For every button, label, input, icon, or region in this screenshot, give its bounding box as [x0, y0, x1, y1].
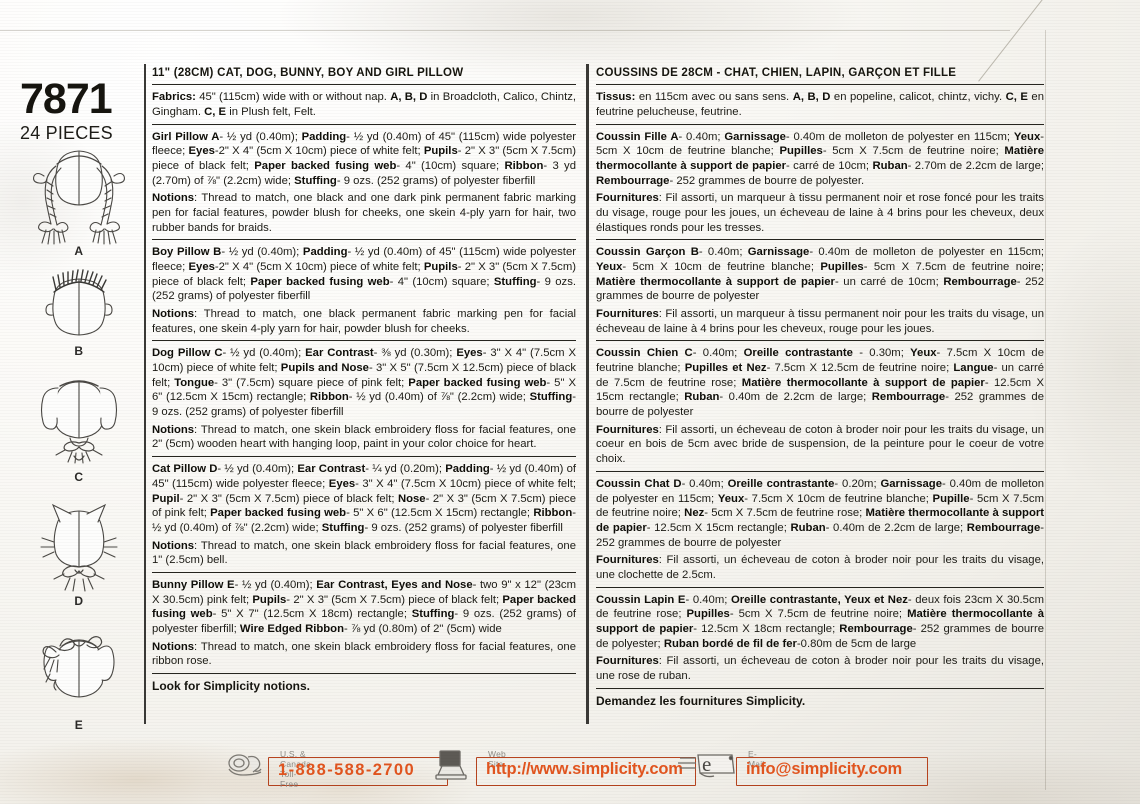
- rule: [152, 84, 576, 86]
- view-label-b: B: [74, 344, 84, 358]
- dog-pillow-drawing: [40, 380, 118, 464]
- english-materials-a: Girl Pillow A- ½ yd (0.40m); Padding- ½ …: [152, 130, 576, 187]
- phone-number[interactable]: 1-888-588-2700: [278, 761, 416, 779]
- rule: [596, 239, 1044, 241]
- english-section-d: Cat Pillow D- ½ yd (0.40m); Ear Contrast…: [152, 462, 576, 568]
- french-section-e: Coussin Lapin E- 0.40m; Oreille contrast…: [596, 593, 1044, 684]
- english-section-e: Bunny Pillow E- ½ yd (0.40m); Ear Contra…: [152, 578, 576, 669]
- main-content: 7871 24 PIECES: [0, 60, 1140, 740]
- view-illustration-e: E: [18, 624, 140, 732]
- english-footnote: Look for Simplicity notions.: [152, 678, 311, 693]
- rule: [596, 84, 1044, 86]
- column-divider-left: [144, 64, 146, 724]
- french-materials-b: Coussin Garçon B- 0.40m; Garnissage- 0.4…: [596, 246, 1044, 303]
- english-column: 11" (28CM) CAT, DOG, BUNNY, BOY AND GIRL…: [152, 66, 576, 693]
- french-section-a: Coussin Fille A- 0.40m; Garnissage- 0.40…: [596, 130, 1044, 236]
- english-materials-b: Boy Pillow B- ½ yd (0.40m); Padding- ½ y…: [152, 246, 576, 303]
- french-notions-e: Fournitures: Fil assorti, un écheveau de…: [596, 655, 1044, 682]
- french-notions-b: Fournitures: Fil assorti, un marqueur à …: [596, 308, 1044, 335]
- bunny-pillow-drawing: [42, 636, 115, 698]
- french-notions-c: Fournitures: Fil assorti, un écheveau de…: [596, 423, 1044, 466]
- english-heading: 11" (28CM) CAT, DOG, BUNNY, BOY AND GIRL…: [152, 67, 464, 79]
- english-notions-e: Notions: Thread to match, one skein blac…: [152, 640, 576, 668]
- french-notions-a: Fournitures: Fil assorti, un marqueur à …: [596, 192, 1044, 234]
- french-column: COUSSINS DE 28CM - CHAT, CHIEN, LAPIN, G…: [596, 66, 1044, 708]
- pattern-number: 7871: [20, 75, 113, 123]
- view-illustration-b: B: [18, 266, 140, 358]
- rule: [596, 586, 1044, 588]
- svg-text:e: e: [702, 752, 711, 776]
- french-materials-d: Coussin Chat D- 0.40m; Oreille contrasta…: [596, 477, 1045, 549]
- english-notions-a: Notions: Thread to match, one black and …: [152, 192, 576, 234]
- girl-pillow-drawing: [33, 150, 125, 245]
- rule: [152, 456, 576, 458]
- email-label: E-Mail: [748, 749, 765, 769]
- boy-pillow-drawing: [45, 269, 113, 336]
- email-box: [736, 757, 928, 786]
- rule: [596, 123, 1044, 125]
- french-section-b: Coussin Garçon B- 0.40m; Garnissage- 0.4…: [596, 245, 1044, 336]
- pattern-number-block: 7871 24 PIECES: [20, 78, 140, 144]
- english-materials-e: Bunny Pillow E- ½ yd (0.40m); Ear Contra…: [152, 578, 576, 635]
- contact-footer: U.S. & Canada Toll-Free 1-888-588-2700 W…: [0, 748, 1140, 804]
- french-materials-e: Coussin Lapin E- 0.40m; Oreille contrast…: [596, 593, 1045, 650]
- english-fabrics: Fabrics: 45" (115cm) wide with or withou…: [152, 91, 577, 119]
- view-illustrations: A B: [18, 138, 140, 804]
- computer-icon: [432, 748, 476, 782]
- rule: [152, 239, 576, 241]
- french-notions-d: Fournitures: Fil assorti, un écheveau de…: [596, 554, 1044, 581]
- french-heading: COUSSINS DE 28CM - CHAT, CHIEN, LAPIN, G…: [596, 67, 957, 79]
- english-materials-d: Cat Pillow D- ½ yd (0.40m); Ear Contrast…: [152, 463, 577, 534]
- french-fabrics: Tissus: en 115cm avec ou sans sens. A, B…: [596, 91, 1044, 119]
- french-footnote: Demandez les fournitures Simplicity.: [596, 693, 806, 708]
- english-section-a: Girl Pillow A- ½ yd (0.40m); Padding- ½ …: [152, 130, 576, 236]
- rule: [596, 470, 1044, 472]
- view-label-d: D: [74, 594, 84, 608]
- view-illustration-a: A: [18, 138, 140, 258]
- rule: [152, 123, 576, 125]
- rule: [596, 687, 1044, 689]
- website-label: Web Site: [488, 749, 506, 769]
- telephone-icon: [222, 750, 268, 780]
- paper-crease-top: [0, 30, 1010, 31]
- website-box: [476, 757, 696, 786]
- phone-label: U.S. & Canada Toll-Free: [280, 749, 311, 789]
- website-url[interactable]: http://www.simplicity.com: [486, 760, 683, 778]
- rule: [596, 340, 1044, 342]
- view-illustration-c: C: [18, 372, 140, 484]
- french-section-d: Coussin Chat D- 0.40m; Oreille contrasta…: [596, 477, 1044, 583]
- view-label-c: C: [74, 470, 84, 484]
- email-address[interactable]: info@simplicity.com: [746, 760, 902, 778]
- rule: [152, 672, 576, 674]
- english-notions-d: Notions: Thread to match, one skein blac…: [152, 539, 576, 567]
- view-illustration-d: D: [18, 500, 140, 608]
- cat-pillow-drawing: [40, 503, 118, 592]
- pattern-pieces-count: 24 PIECES: [20, 123, 113, 143]
- rule: [152, 340, 576, 342]
- french-materials-a: Coussin Fille A- 0.40m; Garnissage- 0.40…: [596, 130, 1044, 187]
- english-notions-b: Notions: Thread to match, one black perm…: [152, 308, 576, 335]
- english-section-c: Dog Pillow C- ½ yd (0.40m); Ear Contrast…: [152, 346, 576, 452]
- view-label-e: E: [74, 718, 84, 732]
- french-section-c: Coussin Chien C- 0.40m; Oreille contrast…: [596, 346, 1044, 466]
- english-materials-c: Dog Pillow C- ½ yd (0.40m); Ear Contrast…: [152, 347, 576, 419]
- view-label-a: A: [74, 244, 84, 258]
- english-section-b: Boy Pillow B- ½ yd (0.40m); Padding- ½ y…: [152, 245, 576, 336]
- column-divider-center: [586, 64, 589, 724]
- rule: [152, 571, 576, 573]
- french-materials-c: Coussin Chien C- 0.40m; Oreille contrast…: [596, 347, 1045, 419]
- email-icon: e: [678, 751, 740, 781]
- english-notions-c: Notions: Thread to match, one skein blac…: [152, 423, 576, 451]
